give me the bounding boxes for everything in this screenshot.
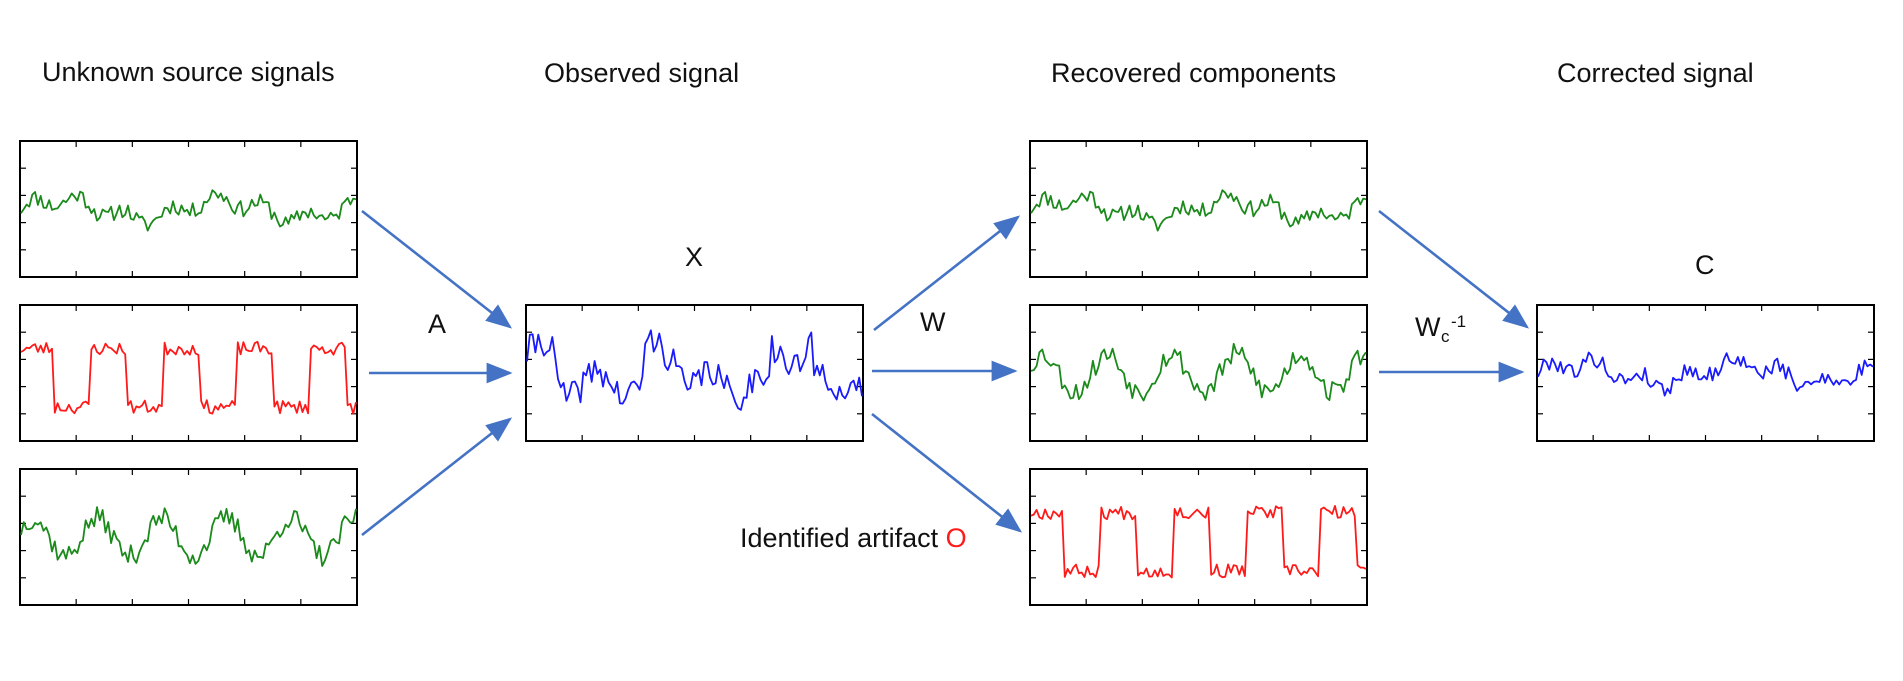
panel-frame — [1029, 140, 1368, 278]
signal-trace-recovered-2 — [1030, 342, 1367, 402]
panel-frame — [19, 304, 358, 442]
panel-frame — [19, 140, 358, 278]
signal-trace-corrected-c — [1537, 351, 1874, 397]
panel-recovered-1 — [1029, 140, 1368, 278]
panel-source-2 — [19, 304, 358, 442]
symbol-w-inverse-sup: -1 — [1451, 312, 1466, 331]
panel-frame — [1536, 304, 1875, 442]
panel-frame — [525, 304, 864, 442]
artifact-label-text: Identified artifact — [740, 523, 946, 553]
symbol-a: A — [428, 309, 446, 339]
signal-trace-recovered-artifact — [1030, 505, 1367, 579]
panel-observed-x — [525, 304, 864, 442]
title-unknown-source-signals: Unknown source signals — [42, 57, 335, 87]
symbol-x: X — [685, 242, 703, 272]
signal-trace-observed-x — [526, 329, 863, 411]
panel-recovered-artifact — [1029, 468, 1368, 606]
symbol-w-inverse: W c -1 — [1415, 312, 1466, 346]
signal-trace-source-1 — [20, 189, 357, 232]
symbol-w-inverse-base: W — [1415, 312, 1441, 342]
panel-frame — [19, 468, 358, 606]
identified-artifact-label: Identified artifact O — [740, 523, 967, 553]
symbol-w-inverse-sub: c — [1441, 327, 1450, 346]
signal-panels — [19, 140, 1875, 606]
signal-trace-source-3 — [20, 506, 357, 567]
artifact-symbol-o: O — [946, 523, 967, 553]
arrow-recovered1-to-corrected — [1378, 209, 1530, 329]
title-observed-signal: Observed signal — [544, 58, 739, 88]
panel-source-3 — [19, 468, 358, 606]
arrow-observed-to-artifact — [871, 412, 1023, 533]
panel-frame — [1029, 468, 1368, 606]
symbol-c: C — [1695, 250, 1715, 280]
arrow-source3-to-observed — [361, 417, 513, 537]
title-recovered-components: Recovered components — [1051, 58, 1336, 88]
title-corrected-signal: Corrected signal — [1557, 58, 1754, 88]
symbol-w: W — [920, 307, 946, 337]
panel-frame — [1029, 304, 1368, 442]
signal-trace-recovered-1 — [1030, 189, 1367, 232]
arrow-source1-to-observed — [361, 209, 513, 329]
arrow-observed-to-recovered1 — [873, 215, 1021, 332]
panel-corrected-c — [1536, 304, 1875, 442]
panel-source-1 — [19, 140, 358, 278]
panel-recovered-2 — [1029, 304, 1368, 442]
signal-trace-source-2 — [20, 340, 357, 415]
